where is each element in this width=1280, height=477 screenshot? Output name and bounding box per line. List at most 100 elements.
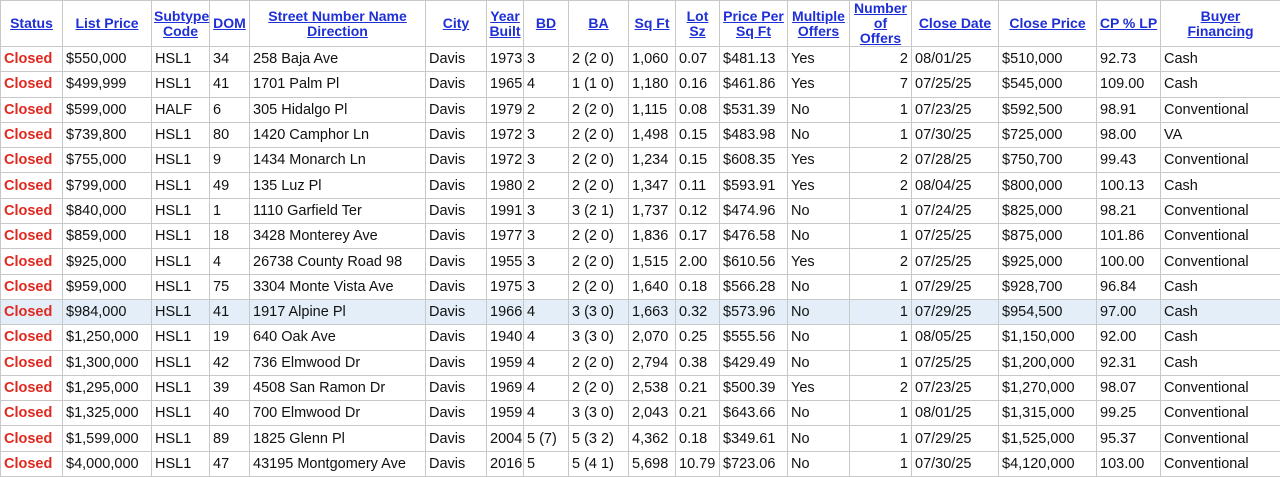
- number-of-offers-cell: 1: [850, 426, 912, 451]
- col-header-close-date[interactable]: Close Date: [912, 1, 999, 47]
- subtype-cell: HSL1: [152, 451, 210, 476]
- col-header-bd[interactable]: BD: [524, 1, 569, 47]
- city-cell: Davis: [426, 325, 487, 350]
- status-cell: Closed: [1, 325, 63, 350]
- subtype-cell: HSL1: [152, 426, 210, 451]
- bd-cell: 2: [524, 173, 569, 198]
- city-cell: Davis: [426, 299, 487, 324]
- list-price-cell: $739,800: [63, 122, 152, 147]
- sqft-cell: 2,070: [629, 325, 676, 350]
- col-header-cp-lp[interactable]: CP % LP: [1097, 1, 1161, 47]
- multiple-offers-cell: No: [788, 451, 850, 476]
- status-cell: Closed: [1, 198, 63, 223]
- sqft-cell: 2,043: [629, 401, 676, 426]
- lot-size-cell: 10.79: [676, 451, 720, 476]
- lot-size-cell: 2.00: [676, 249, 720, 274]
- buyer-financing-cell: Conventional: [1161, 148, 1280, 173]
- street-cell: 640 Oak Ave: [250, 325, 426, 350]
- multiple-offers-cell: No: [788, 350, 850, 375]
- price-per-sqft-cell: $593.91: [720, 173, 788, 198]
- col-header-dom[interactable]: DOM: [210, 1, 250, 47]
- col-header-close-price[interactable]: Close Price: [999, 1, 1097, 47]
- city-cell: Davis: [426, 274, 487, 299]
- col-header-status[interactable]: Status: [1, 1, 63, 47]
- buyer-financing-cell: Conventional: [1161, 451, 1280, 476]
- status-cell: Closed: [1, 401, 63, 426]
- city-cell: Davis: [426, 148, 487, 173]
- dom-cell: 49: [210, 173, 250, 198]
- year-built-cell: 1977: [487, 224, 524, 249]
- dom-cell: 18: [210, 224, 250, 249]
- col-header-sqft[interactable]: Sq Ft: [629, 1, 676, 47]
- subtype-cell: HSL1: [152, 148, 210, 173]
- bd-cell: 3: [524, 224, 569, 249]
- col-header-list-price[interactable]: List Price: [63, 1, 152, 47]
- dom-cell: 19: [210, 325, 250, 350]
- cp-lp-cell: 97.00: [1097, 299, 1161, 324]
- status-cell: Closed: [1, 299, 63, 324]
- buyer-financing-cell: Cash: [1161, 274, 1280, 299]
- price-per-sqft-cell: $566.28: [720, 274, 788, 299]
- multiple-offers-cell: No: [788, 97, 850, 122]
- year-built-cell: 1966: [487, 299, 524, 324]
- lot-size-cell: 0.32: [676, 299, 720, 324]
- year-built-cell: 1980: [487, 173, 524, 198]
- status-cell: Closed: [1, 224, 63, 249]
- cp-lp-cell: 109.00: [1097, 72, 1161, 97]
- lot-size-cell: 0.15: [676, 122, 720, 147]
- status-cell: Closed: [1, 249, 63, 274]
- price-per-sqft-cell: $643.66: [720, 401, 788, 426]
- multiple-offers-cell: No: [788, 426, 850, 451]
- list-price-cell: $755,000: [63, 148, 152, 173]
- number-of-offers-cell: 1: [850, 122, 912, 147]
- subtype-cell: HSL1: [152, 47, 210, 72]
- lot-size-cell: 0.38: [676, 350, 720, 375]
- buyer-financing-cell: Conventional: [1161, 375, 1280, 400]
- subtype-cell: HSL1: [152, 122, 210, 147]
- price-per-sqft-cell: $461.86: [720, 72, 788, 97]
- city-cell: Davis: [426, 173, 487, 198]
- close-price-cell: $725,000: [999, 122, 1097, 147]
- buyer-financing-cell: Cash: [1161, 47, 1280, 72]
- lot-size-cell: 0.18: [676, 274, 720, 299]
- col-header-city[interactable]: City: [426, 1, 487, 47]
- dom-cell: 41: [210, 299, 250, 324]
- status-cell: Closed: [1, 47, 63, 72]
- col-header-lot-size[interactable]: Lot Sz: [676, 1, 720, 47]
- cp-lp-cell: 98.91: [1097, 97, 1161, 122]
- close-price-cell: $1,315,000: [999, 401, 1097, 426]
- list-price-cell: $925,000: [63, 249, 152, 274]
- dom-cell: 42: [210, 350, 250, 375]
- close-price-cell: $1,200,000: [999, 350, 1097, 375]
- street-cell: 1825 Glenn Pl: [250, 426, 426, 451]
- sqft-cell: 1,180: [629, 72, 676, 97]
- price-per-sqft-cell: $349.61: [720, 426, 788, 451]
- col-header-ba[interactable]: BA: [569, 1, 629, 47]
